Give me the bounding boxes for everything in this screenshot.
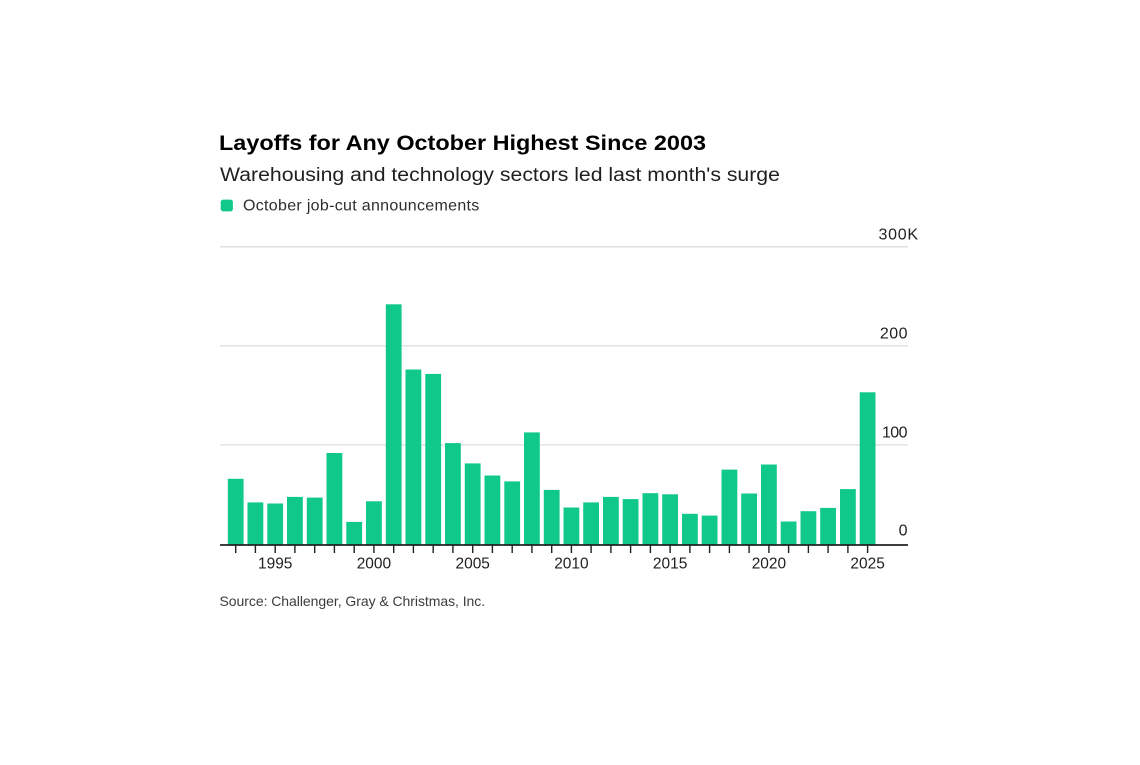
svg-text:2010: 2010 [554, 556, 588, 573]
svg-text:2015: 2015 [653, 556, 687, 573]
svg-text:Source: Challenger, Gray & Chr: Source: Challenger, Gray & Christmas, In… [220, 593, 486, 609]
svg-text:Warehousing and technology sec: Warehousing and technology sectors led l… [220, 165, 780, 186]
svg-text:2020: 2020 [752, 556, 786, 573]
svg-text:1995: 1995 [258, 556, 292, 573]
svg-text:0: 0 [899, 522, 908, 539]
svg-text:2005: 2005 [456, 556, 490, 573]
svg-text:October job-cut announcements: October job-cut announcements [243, 198, 479, 215]
svg-text:200: 200 [880, 325, 908, 342]
svg-text:300K: 300K [879, 227, 919, 244]
svg-text:2000: 2000 [357, 556, 391, 573]
svg-text:2025: 2025 [850, 556, 884, 573]
svg-text:100: 100 [882, 424, 908, 441]
svg-text:Layoffs for Any October Highes: Layoffs for Any October Highest Since 20… [219, 132, 706, 155]
